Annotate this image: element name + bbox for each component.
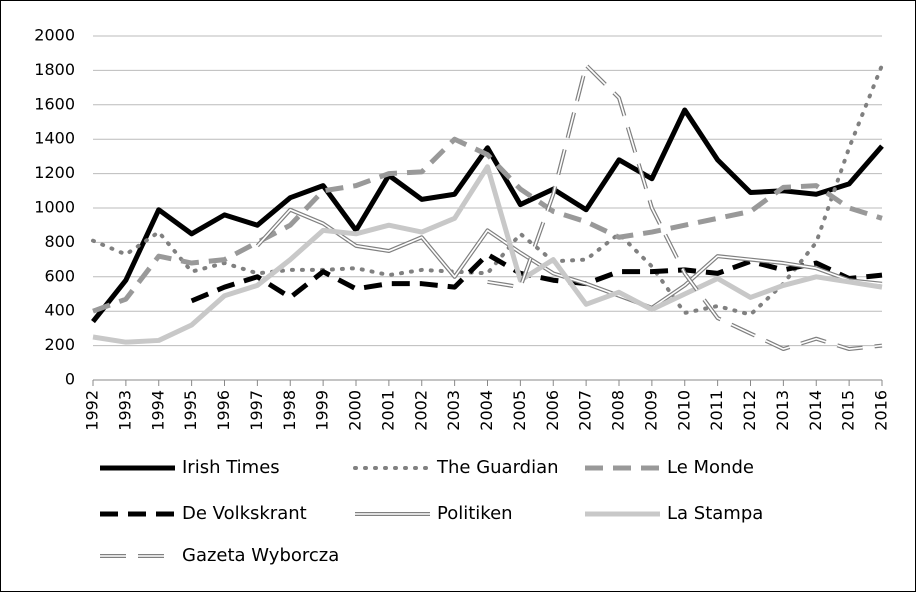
x-tick-label: 2013 xyxy=(773,390,792,431)
x-tick-label: 1996 xyxy=(214,390,233,431)
x-tick-label: 2000 xyxy=(346,390,365,431)
x-tick-label: 1992 xyxy=(83,390,102,431)
x-tick-label: 2009 xyxy=(641,390,660,431)
legend-label: Irish Times xyxy=(182,457,280,478)
x-tick-label: 2010 xyxy=(674,390,693,431)
x-tick-label: 2014 xyxy=(806,390,825,431)
y-tick-label: 1800 xyxy=(34,60,75,79)
x-tick-label: 1999 xyxy=(313,390,332,431)
legend-label: Le Monde xyxy=(667,457,754,478)
series-line xyxy=(92,136,883,314)
series-line xyxy=(91,63,884,317)
y-tick-label: 600 xyxy=(44,266,75,285)
x-tick-label: 2015 xyxy=(839,390,858,431)
x-tick-label: 2004 xyxy=(477,390,496,431)
legend-label: The Guardian xyxy=(436,457,559,478)
legend-label: La Stampa xyxy=(667,503,763,524)
y-tick-label: 2000 xyxy=(34,26,75,45)
x-tick-label: 2007 xyxy=(576,390,595,431)
x-tick-label: 1994 xyxy=(148,390,167,431)
legend-label: Gazeta Wyborcza xyxy=(182,545,339,566)
legend-label: Politiken xyxy=(437,503,513,524)
x-tick-label: 1998 xyxy=(280,390,299,431)
series-line xyxy=(190,251,883,304)
y-tick-label: 800 xyxy=(44,232,75,251)
x-tick-label: 1995 xyxy=(181,390,200,431)
x-tick-label: 2005 xyxy=(510,390,529,431)
y-tick-label: 1000 xyxy=(34,198,75,217)
x-tick-label: 2002 xyxy=(411,390,430,431)
x-tick-label: 2011 xyxy=(707,390,726,431)
x-tick-label: 2008 xyxy=(609,390,628,431)
y-tick-label: 400 xyxy=(44,301,75,320)
y-tick-label: 0 xyxy=(65,370,75,389)
x-tick-label: 2016 xyxy=(872,390,891,431)
y-tick-label: 1600 xyxy=(34,94,75,113)
y-tick-label: 1200 xyxy=(34,163,75,182)
series-line xyxy=(92,164,883,345)
y-tick-label: 1400 xyxy=(34,129,75,148)
x-tick-label: 2003 xyxy=(444,390,463,431)
y-tick-label: 200 xyxy=(44,335,75,354)
x-tick-label: 2012 xyxy=(740,390,759,431)
series-line-inner xyxy=(487,64,883,350)
legend-label: De Volkskrant xyxy=(182,503,307,524)
x-tick-label: 1997 xyxy=(247,390,266,431)
x-tick-label: 2006 xyxy=(543,390,562,431)
x-tick-label: 1993 xyxy=(115,390,134,431)
x-tick-label: 2001 xyxy=(378,390,397,431)
series-line xyxy=(91,107,884,324)
